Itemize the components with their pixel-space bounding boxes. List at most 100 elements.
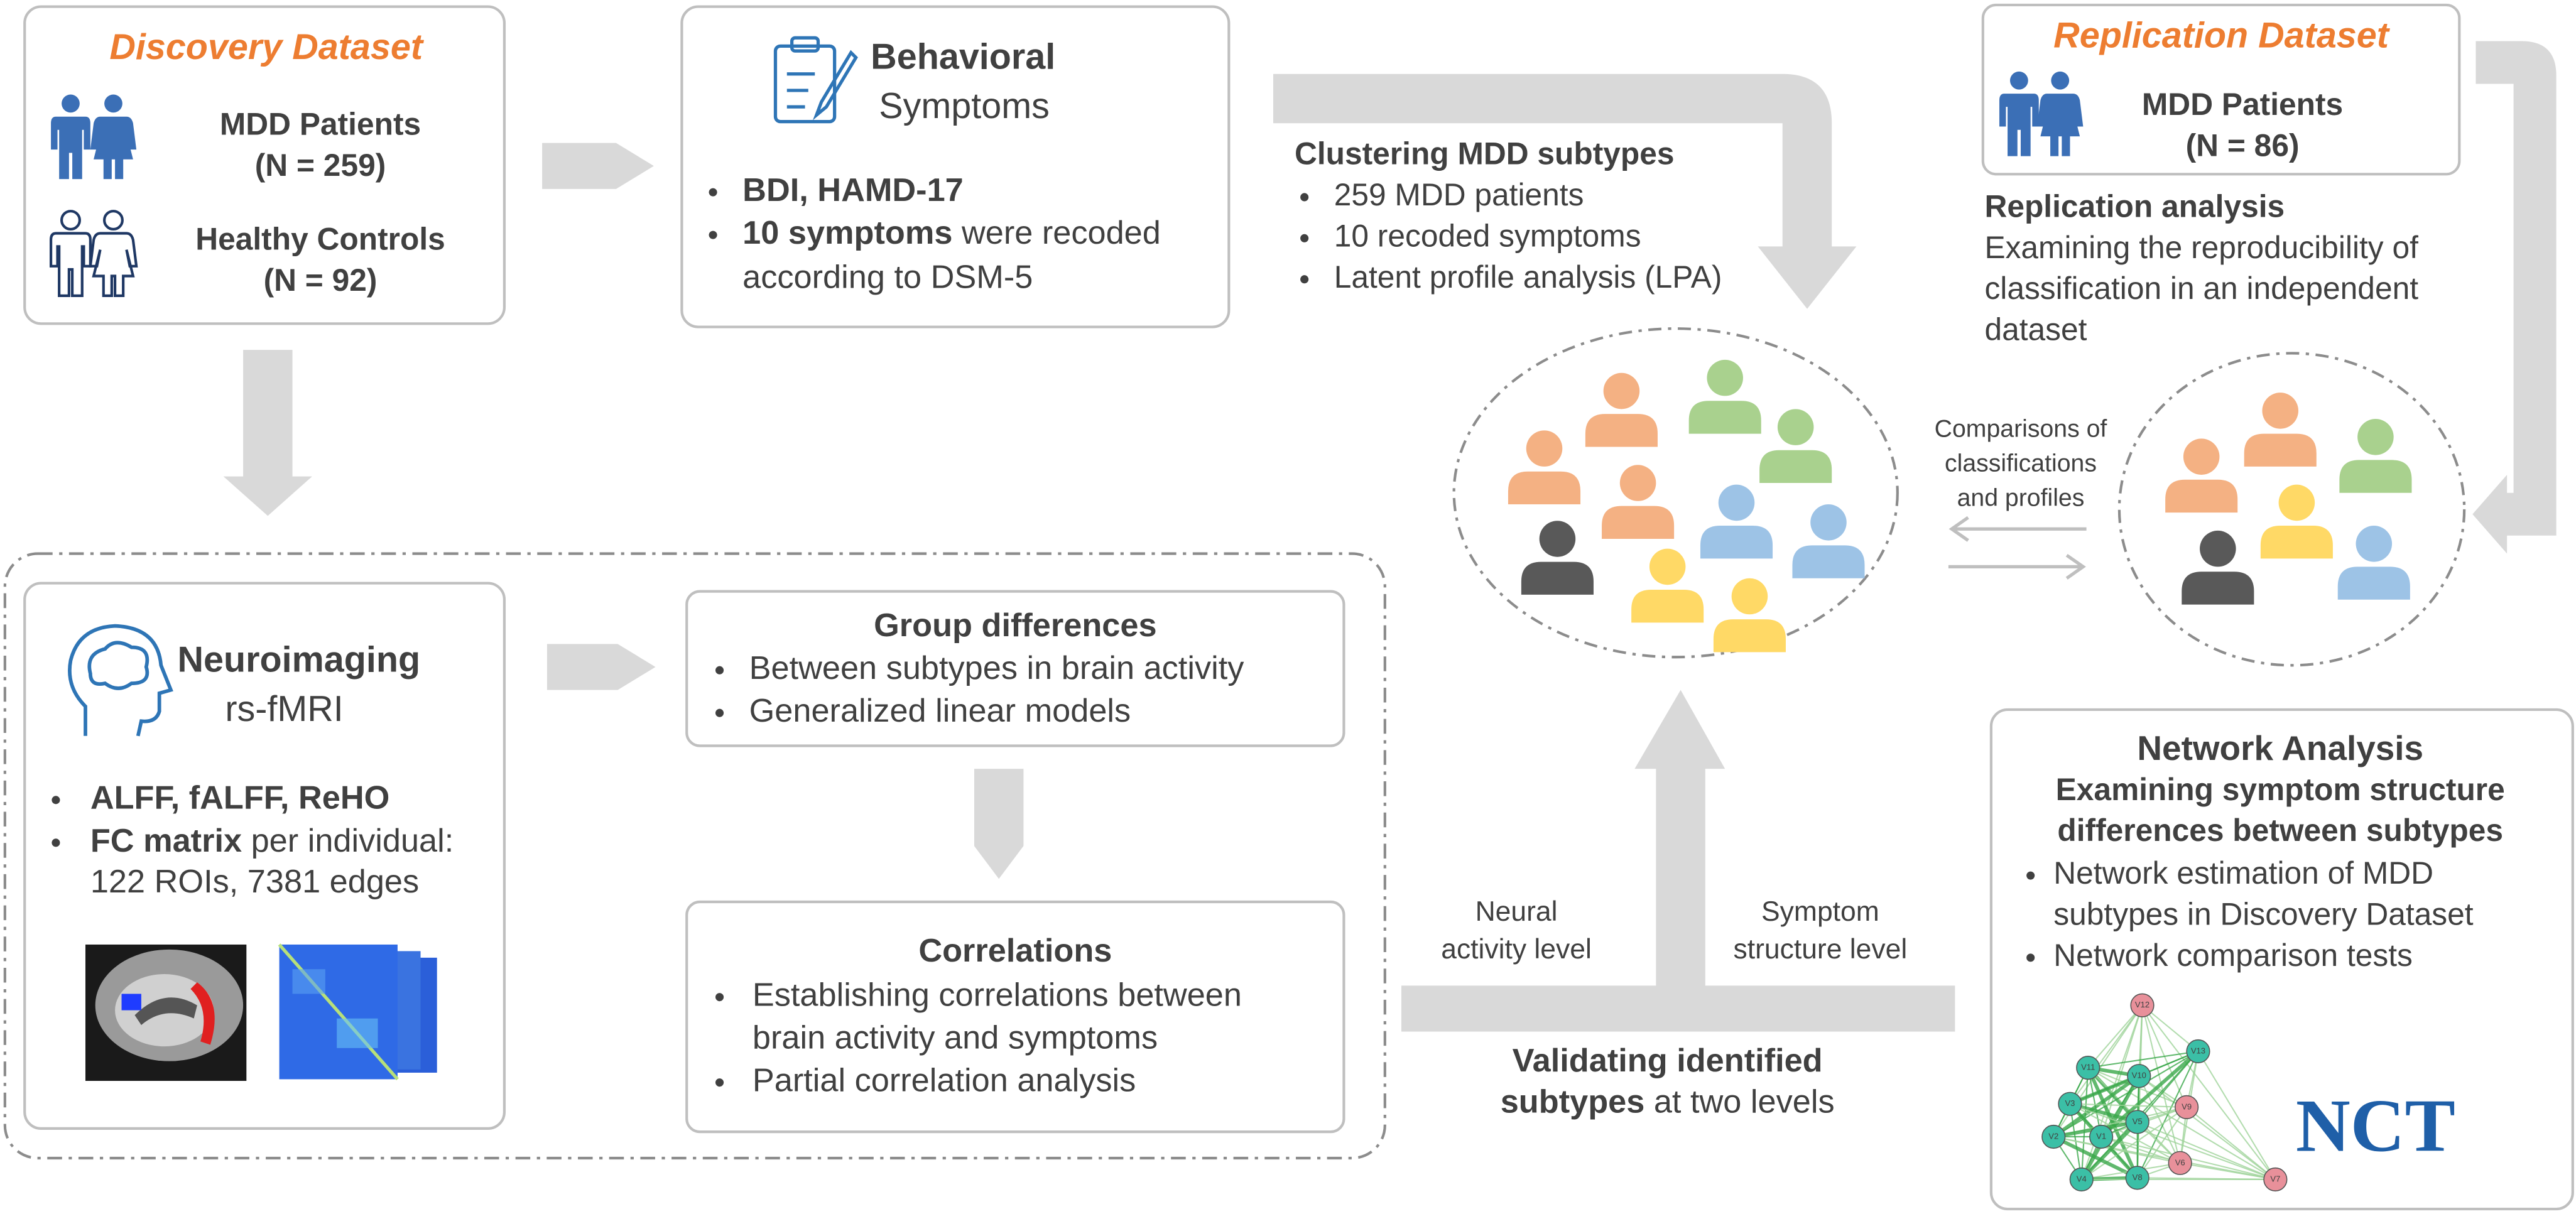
item: brain activity and symptoms	[753, 1019, 1158, 1056]
node	[2041, 1124, 2066, 1149]
title: Group differences	[874, 607, 1156, 644]
edge	[2186, 1107, 2276, 1180]
text: per individual:	[251, 823, 454, 859]
node	[2175, 1095, 2199, 1119]
edge	[2180, 1162, 2276, 1181]
item: Network estimation of MDD	[2053, 855, 2433, 891]
bullet	[52, 838, 60, 847]
label: (N = 86)	[2186, 128, 2300, 163]
bullet	[2026, 953, 2035, 962]
node-label: V13	[2191, 1046, 2205, 1055]
node-label: V1	[2096, 1131, 2106, 1141]
label: Neural	[1475, 896, 1558, 927]
item: ALFF, fALFF, ReHO	[90, 780, 389, 816]
arrow	[1273, 73, 1857, 309]
person-icon	[1759, 409, 1832, 484]
node-label: V3	[2065, 1098, 2075, 1108]
label: (N = 259)	[255, 148, 386, 183]
label: Symptom	[1761, 896, 1879, 927]
node	[2069, 1167, 2094, 1192]
text: at two levels	[1654, 1083, 1835, 1120]
node	[2076, 1056, 2100, 1080]
item: according to DSM-5	[742, 259, 1033, 296]
label: Healthy Controls	[195, 222, 445, 257]
person-icon	[2337, 526, 2410, 600]
bullet	[709, 230, 717, 239]
group-box	[685, 590, 1345, 747]
bullet	[715, 1078, 724, 1087]
node	[2186, 1039, 2210, 1064]
discovery-box	[23, 5, 506, 325]
node-label: V12	[2135, 1000, 2149, 1009]
edge	[2081, 1107, 2187, 1180]
person-icon	[2260, 484, 2333, 559]
label: activity level	[1441, 934, 1592, 965]
item: 10 recoded symptoms	[1334, 218, 1641, 253]
node	[2089, 1124, 2114, 1149]
title: Correlations	[918, 933, 1112, 969]
edge	[2070, 1103, 2187, 1108]
arrow	[974, 769, 1024, 879]
edge	[2087, 1067, 2276, 1180]
label: Validating identified	[1513, 1043, 1823, 1079]
compare-arrows	[1948, 516, 2087, 580]
node	[2130, 993, 2155, 1017]
person-icon	[2165, 438, 2238, 513]
cluster-circle	[2117, 352, 2466, 667]
bullet	[715, 666, 724, 675]
node-label: V2	[2048, 1131, 2058, 1141]
replication-box	[1981, 3, 2461, 176]
arrow	[1656, 762, 1705, 992]
title: Clustering MDD subtypes	[1295, 136, 1675, 171]
title: Replication Dataset	[2053, 15, 2391, 55]
person-icon	[1602, 465, 1675, 539]
nct-logo: NCT	[2296, 1084, 2455, 1168]
bullet	[715, 708, 724, 717]
person-icon	[2339, 419, 2412, 493]
label: (N = 92)	[264, 263, 378, 298]
person-icon	[1521, 521, 1594, 595]
edge	[2141, 1005, 2276, 1180]
edge	[2087, 1005, 2143, 1068]
bullet	[709, 188, 717, 197]
subtitle: Examining symptom structure	[2056, 772, 2505, 807]
label: structure level	[1734, 934, 1908, 965]
edge	[2141, 1004, 2199, 1052]
clipboard-icon	[773, 36, 858, 124]
brain-icon	[68, 624, 173, 737]
bullet	[1300, 193, 1309, 202]
title: Behavioral	[871, 36, 1055, 77]
item: Partial correlation analysis	[753, 1062, 1136, 1098]
label: MDD Patients	[220, 107, 421, 142]
person-icon	[1585, 372, 1658, 447]
text-line: Examining the reproducibility of	[1984, 230, 2418, 265]
item: BDI, HAMD-17	[742, 172, 964, 209]
node	[2263, 1167, 2288, 1192]
item: Between subtypes in brain activity	[749, 650, 1245, 686]
subtitle: Symptoms	[879, 86, 1050, 126]
title: Network Analysis	[2137, 729, 2423, 767]
person-icon	[1713, 578, 1786, 653]
node	[2125, 1110, 2149, 1134]
arrow	[2472, 41, 2557, 554]
dashed-frame	[3, 552, 1386, 1160]
title: Discovery Dataset	[109, 27, 425, 67]
cluster-circle	[1452, 327, 1899, 659]
item: 259 MDD patients	[1334, 177, 1584, 212]
bullet	[1300, 275, 1309, 284]
edge	[2070, 1103, 2276, 1180]
text-line: classification in an independent	[1984, 271, 2418, 306]
text-line: dataset	[1984, 312, 2087, 347]
node-label: V7	[2270, 1174, 2280, 1183]
title: Replication analysis	[1984, 188, 2285, 224]
behavioral-box	[680, 5, 1231, 328]
node	[2058, 1092, 2082, 1116]
edge	[2080, 1068, 2089, 1180]
edge	[2053, 1051, 2198, 1137]
subtitle: rs-fMRI	[225, 689, 343, 729]
edge	[2052, 1074, 2140, 1139]
bullet	[52, 796, 60, 805]
person-icon	[1631, 548, 1704, 623]
bold: 10 symptoms	[742, 215, 952, 251]
